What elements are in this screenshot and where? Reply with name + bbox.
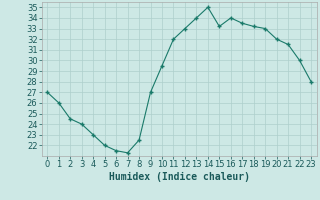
X-axis label: Humidex (Indice chaleur): Humidex (Indice chaleur) (109, 172, 250, 182)
